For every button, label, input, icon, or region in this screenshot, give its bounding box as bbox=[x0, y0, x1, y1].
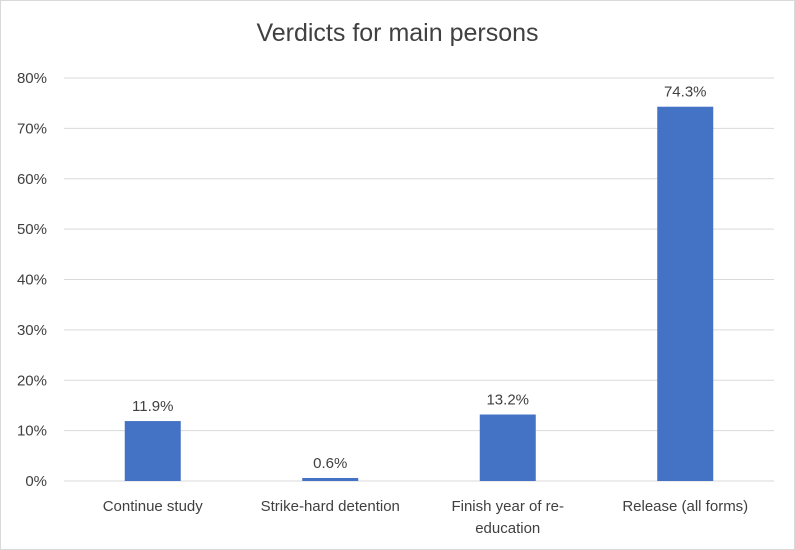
y-tick-label: 40% bbox=[17, 272, 47, 289]
bar bbox=[302, 477, 359, 481]
y-tick-label: 20% bbox=[17, 372, 47, 389]
x-tick-label: Release (all forms) bbox=[622, 498, 748, 515]
data-label: 0.6% bbox=[313, 455, 347, 472]
chart-title: Verdicts for main persons bbox=[256, 19, 539, 47]
bar bbox=[124, 421, 181, 481]
x-tick-label: Strike-hard detention bbox=[261, 498, 400, 515]
y-tick-label: 30% bbox=[17, 322, 47, 339]
x-tick-label: Continue study bbox=[103, 498, 204, 515]
bar bbox=[657, 106, 714, 482]
data-label: 11.9% bbox=[132, 398, 173, 415]
x-tick-label: education bbox=[475, 520, 540, 537]
bar bbox=[479, 414, 536, 481]
y-tick-label: 70% bbox=[17, 120, 47, 137]
y-tick-label: 10% bbox=[17, 423, 47, 440]
y-tick-label: 0% bbox=[25, 473, 47, 490]
x-tick-label: Finish year of re- bbox=[451, 498, 564, 515]
data-label: 13.2% bbox=[486, 392, 529, 409]
y-tick-label: 80% bbox=[17, 70, 47, 87]
y-tick-label: 50% bbox=[17, 221, 47, 238]
y-tick-label: 60% bbox=[17, 171, 47, 188]
data-label: 74.3% bbox=[664, 84, 707, 101]
